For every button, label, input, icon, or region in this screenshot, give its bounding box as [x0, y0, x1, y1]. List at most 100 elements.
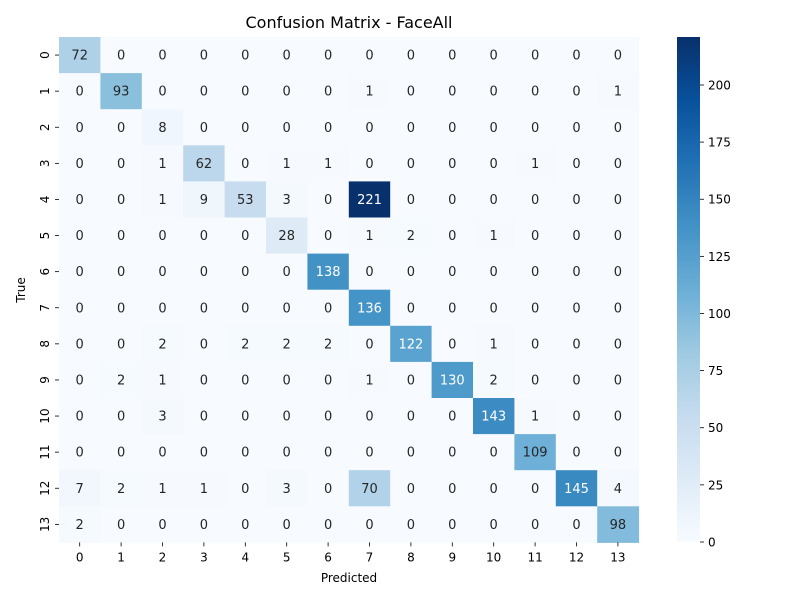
cell-value-label: 0 — [324, 85, 332, 100]
cell-value-label: 9 — [200, 193, 208, 208]
x-tick-label: 11 — [527, 550, 542, 564]
cell-value-label: 0 — [324, 49, 332, 64]
y-tick-label: 2 — [38, 123, 52, 131]
heatmap-cell — [597, 217, 640, 255]
heatmap-cell — [514, 109, 557, 146]
colorbar-tick-label: 125 — [708, 250, 731, 264]
heatmap-cell — [431, 253, 474, 291]
cell-value-label: 0 — [614, 446, 622, 461]
heatmap-cell — [59, 181, 101, 218]
heatmap-cell — [100, 398, 143, 435]
cell-value-label: 0 — [241, 410, 249, 425]
heatmap-cell — [348, 398, 391, 435]
cell-value-label: 0 — [490, 49, 498, 64]
cell-value-label: 0 — [283, 410, 291, 425]
cell-value-label: 0 — [283, 85, 291, 100]
cell-value-label: 0 — [531, 49, 539, 64]
heatmap-cell — [390, 145, 433, 182]
colorbar-tick-label: 150 — [708, 193, 731, 207]
cell-value-label: 2 — [76, 518, 84, 533]
cell-value-label: 0 — [283, 265, 291, 280]
cell-value-label: 0 — [531, 373, 539, 388]
cell-value-label: 0 — [407, 49, 415, 64]
cell-value-label: 2 — [490, 373, 498, 388]
heatmap-cell — [183, 398, 226, 435]
cell-value-label: 0 — [572, 518, 580, 533]
cell-value-label: 0 — [365, 121, 373, 136]
cell-value-label: 0 — [158, 301, 166, 316]
cell-value-label: 0 — [407, 373, 415, 388]
cell-value-label: 0 — [324, 482, 332, 497]
cell-value-label: 0 — [324, 301, 332, 316]
cell-value-label: 0 — [448, 301, 456, 316]
cell-value-label: 0 — [117, 49, 125, 64]
heatmap-cell — [514, 37, 557, 74]
cell-value-label: 0 — [117, 337, 125, 352]
heatmap-cell — [307, 361, 350, 399]
cell-value-label: 3 — [158, 410, 166, 425]
heatmap-cell — [390, 506, 433, 543]
cell-value-label: 1 — [531, 410, 539, 425]
x-tick-label: 10 — [486, 550, 501, 564]
cell-value-label: 0 — [531, 229, 539, 244]
heatmap-cell — [473, 398, 515, 435]
cell-value-label: 0 — [241, 49, 249, 64]
cell-value-label: 0 — [614, 157, 622, 172]
heatmap-cell — [348, 325, 391, 363]
heatmap-cell — [514, 253, 557, 291]
heatmap-cell — [141, 217, 184, 255]
heatmap-cell — [473, 73, 515, 110]
cell-value-label: 0 — [407, 121, 415, 136]
cell-value-label: 4 — [614, 482, 622, 497]
heatmap-cell — [514, 145, 557, 182]
heatmap-cell — [597, 470, 640, 507]
heatmap-cell — [224, 361, 267, 399]
heatmap-cell — [59, 289, 101, 327]
heatmap-cell — [59, 217, 101, 255]
y-tick-label: 8 — [38, 340, 52, 348]
heatmap-cell — [100, 470, 143, 507]
heatmap-cell — [348, 361, 391, 399]
heatmap-cell — [224, 253, 267, 291]
heatmap-cell — [266, 506, 308, 543]
cell-value-label: 1 — [365, 85, 373, 100]
x-tick-label: 5 — [283, 550, 291, 564]
heatmap-cell — [431, 325, 474, 363]
heatmap-cell — [307, 73, 350, 110]
heatmap-cell — [59, 37, 101, 74]
cell-value-label: 2 — [241, 337, 249, 352]
x-tick-label: 4 — [241, 550, 249, 564]
heatmap-cell — [266, 289, 308, 327]
cell-value-label: 70 — [361, 482, 378, 497]
heatmap-cell — [141, 37, 184, 74]
colorbar-tick-label: 175 — [708, 136, 731, 150]
heatmap-cell — [59, 470, 101, 507]
cell-value-label: 3 — [283, 193, 291, 208]
cell-value-label: 0 — [614, 337, 622, 352]
heatmap-cell — [597, 37, 640, 74]
cell-value-label: 1 — [490, 337, 498, 352]
heatmap-cell — [141, 398, 184, 435]
cell-value-label: 0 — [241, 301, 249, 316]
cell-value-label: 143 — [481, 410, 506, 425]
cell-value-label: 0 — [448, 157, 456, 172]
cell-value-label: 0 — [200, 229, 208, 244]
cell-value-label: 0 — [614, 193, 622, 208]
heatmap-cell — [183, 434, 226, 471]
cell-value-label: 0 — [490, 482, 498, 497]
cell-value-label: 0 — [76, 85, 84, 100]
colorbar-ticks: 0 25 50 75 100 125 150 175 200 — [700, 78, 731, 550]
cell-value-label: 1 — [283, 157, 291, 172]
cell-value-label: 0 — [241, 157, 249, 172]
cell-value-label: 0 — [490, 85, 498, 100]
heatmap-cell — [597, 181, 640, 218]
heatmap-cell — [266, 109, 308, 146]
cell-value-label: 0 — [158, 85, 166, 100]
heatmap-cell — [307, 37, 350, 74]
heatmap-cell — [266, 37, 308, 74]
cell-value-label: 0 — [241, 229, 249, 244]
heatmap-cell — [431, 145, 474, 182]
heatmap-cell — [100, 181, 143, 218]
heatmap-cell — [348, 470, 391, 507]
heatmap-cell — [348, 506, 391, 543]
